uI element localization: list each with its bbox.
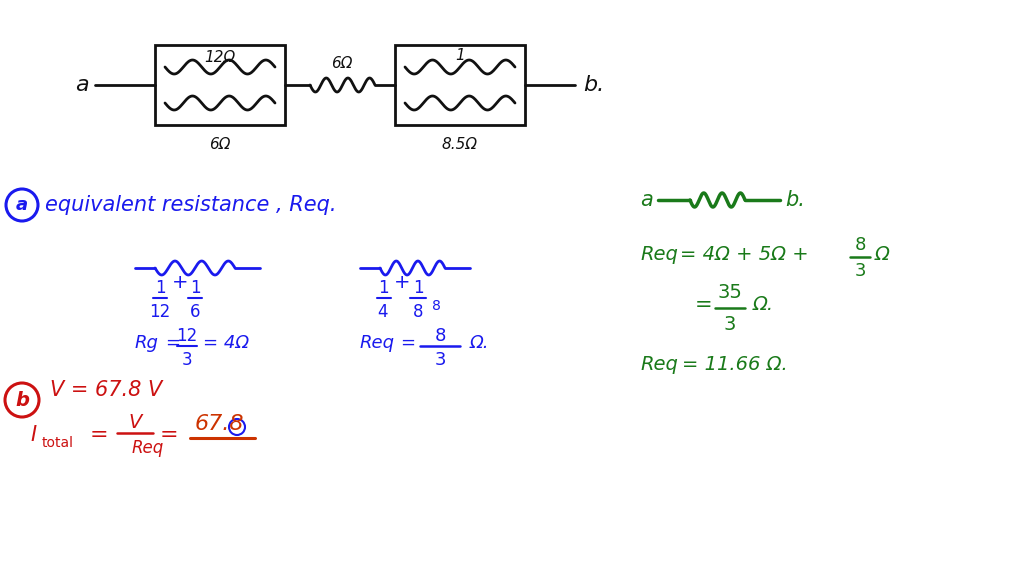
Text: 1: 1: [189, 279, 201, 297]
Text: I: I: [30, 425, 36, 445]
Text: 35: 35: [718, 283, 742, 302]
Text: =: =: [695, 295, 713, 315]
Text: Req: Req: [132, 439, 164, 457]
Text: =: =: [160, 425, 178, 445]
Text: 1: 1: [378, 279, 388, 297]
Text: =: =: [90, 425, 109, 445]
Text: 8.5Ω: 8.5Ω: [442, 137, 478, 152]
Text: 3: 3: [724, 316, 736, 335]
Text: 4: 4: [378, 303, 388, 321]
Bar: [155, 45, 285, 125]
Text: 1: 1: [413, 279, 423, 297]
Text: 3: 3: [434, 351, 445, 369]
Text: equivalent resistance , Req.: equivalent resistance , Req.: [45, 195, 337, 215]
Text: Ω: Ω: [874, 245, 890, 264]
Text: V = 67.8 V: V = 67.8 V: [50, 380, 162, 400]
Text: Ω.: Ω.: [470, 334, 489, 352]
Text: 67.8: 67.8: [195, 414, 245, 434]
Text: 3: 3: [854, 262, 865, 280]
Text: 1: 1: [155, 279, 165, 297]
Text: a: a: [640, 190, 652, 210]
Text: 8: 8: [432, 299, 441, 313]
Text: 6: 6: [189, 303, 201, 321]
Text: 3: 3: [181, 351, 193, 369]
Text: Rg: Rg: [135, 334, 159, 352]
Text: Ω.: Ω.: [753, 295, 774, 314]
Text: 12: 12: [176, 327, 198, 345]
Text: 8: 8: [854, 236, 865, 254]
Text: =: =: [400, 334, 415, 352]
Text: = 4Ω + 5Ω +: = 4Ω + 5Ω +: [680, 245, 809, 264]
Text: b.: b.: [785, 190, 805, 210]
Bar: [395, 45, 525, 125]
Text: 12Ω: 12Ω: [205, 50, 236, 65]
Text: b.: b.: [583, 75, 604, 95]
Text: +: +: [172, 274, 188, 293]
Text: a: a: [75, 75, 89, 95]
Text: Req: Req: [640, 355, 678, 374]
Text: b: b: [15, 391, 29, 410]
Text: V: V: [128, 412, 141, 431]
Text: = 11.66 Ω.: = 11.66 Ω.: [682, 355, 787, 374]
Text: 6Ω: 6Ω: [209, 137, 230, 152]
Text: Req: Req: [640, 245, 678, 264]
Text: 6Ω: 6Ω: [332, 55, 352, 70]
Text: 1: 1: [455, 48, 465, 63]
Text: = 4Ω: = 4Ω: [203, 334, 249, 352]
Text: Req: Req: [360, 334, 395, 352]
Text: a: a: [16, 196, 28, 214]
Text: total: total: [42, 436, 74, 450]
Text: +: +: [394, 274, 411, 293]
Text: 8: 8: [434, 327, 445, 345]
Text: 8: 8: [413, 303, 423, 321]
Text: 12: 12: [150, 303, 171, 321]
Text: =: =: [165, 334, 180, 352]
